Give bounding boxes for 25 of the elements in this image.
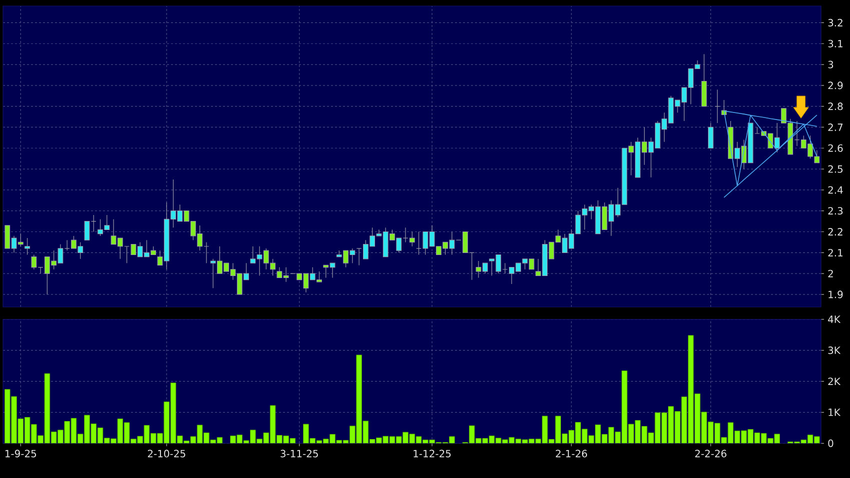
y-tick-label: 2.8 bbox=[828, 102, 843, 110]
y-tick-label: 1.9 bbox=[828, 290, 843, 298]
y-tick-label: 3.2 bbox=[828, 18, 842, 26]
y-tick-label: 2K bbox=[828, 378, 841, 385]
x-tick-label: 2-2-26 bbox=[695, 450, 726, 458]
x-tick-label: 1-12-25 bbox=[414, 450, 451, 458]
y-tick-label: 2.5 bbox=[828, 165, 843, 173]
y-tick-label: 2.6 bbox=[828, 144, 843, 152]
x-tick-label: 1-9-25 bbox=[5, 450, 36, 458]
y-tick-label: 0 bbox=[828, 440, 834, 448]
y-tick-label: 2.9 bbox=[828, 82, 843, 90]
x-tick-label: 2-1-26 bbox=[556, 450, 588, 458]
y-tick-label: 2.3 bbox=[828, 207, 843, 215]
y-tick-label: 3.1 bbox=[828, 40, 842, 48]
x-tick-label: 3-11-25 bbox=[280, 450, 318, 458]
y-tick-label: 3 bbox=[828, 60, 834, 68]
y-tick-label: 2 bbox=[828, 270, 833, 278]
y-tick-label: 1K bbox=[828, 408, 841, 416]
y-tick-label: 2.4 bbox=[828, 186, 843, 194]
y-tick-label: 3K bbox=[828, 346, 841, 354]
x-tick-label: 2-10-25 bbox=[148, 450, 186, 458]
y-tick-label: 2.7 bbox=[828, 124, 843, 131]
y-tick-label: 2.1 bbox=[828, 248, 842, 256]
y-tick-label: 4K bbox=[828, 316, 841, 323]
y-tick-label: 2.2 bbox=[828, 228, 842, 236]
